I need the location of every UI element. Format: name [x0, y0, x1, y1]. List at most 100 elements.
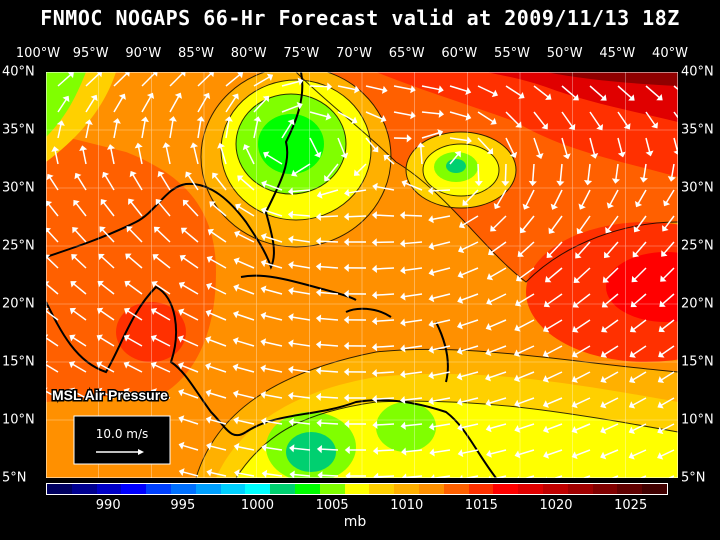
wind-arrowhead-icon: [146, 92, 155, 100]
pressure-band-1023: [546, 72, 678, 86]
wind-arrowhead-icon: [656, 94, 663, 101]
wind-vector: [239, 177, 255, 191]
wind-vector: [100, 283, 115, 295]
wind-arrowhead-icon: [46, 200, 53, 207]
wind-vector: [253, 120, 259, 139]
wind-vector: [236, 313, 255, 321]
wind-vector: [181, 391, 199, 399]
wind-vector: [662, 267, 675, 280]
wind-arrowhead-icon: [659, 300, 666, 307]
wind-vector: [154, 310, 171, 321]
wind-vector: [181, 337, 199, 347]
wind-vector: [110, 148, 115, 165]
wind-vector: [546, 293, 563, 305]
wind-vector: [46, 283, 59, 295]
wind-vector: [292, 290, 311, 295]
wind-vector: [477, 85, 495, 95]
wind-arrowhead-icon: [124, 280, 131, 288]
wind-arrowhead-icon: [514, 450, 521, 459]
wind-vector: [603, 449, 619, 457]
wind-arrowhead-icon: [583, 179, 593, 186]
wind-vector: [236, 393, 255, 399]
wind-arrowhead-icon: [571, 451, 578, 460]
colorbar-swatch: [319, 484, 345, 494]
wind-arrowhead-icon: [490, 225, 497, 232]
wind-arrowhead-icon: [550, 203, 559, 210]
wind-arrowhead-icon: [661, 250, 668, 257]
wind-arrowhead-icon: [645, 150, 654, 157]
wind-vector: [489, 397, 507, 404]
wind-vector: [575, 449, 591, 457]
wind-vector: [490, 267, 507, 278]
wind-vector: [576, 267, 591, 281]
wind-arrowhead-icon: [125, 253, 132, 260]
wind-vector: [633, 293, 647, 305]
wind-vector: [603, 423, 619, 432]
wind-arrowhead-icon: [528, 180, 537, 187]
wind-vector: [214, 175, 227, 191]
wind-vector: [264, 209, 283, 217]
wind-arrowhead-icon: [260, 311, 267, 320]
wind-vector: [208, 365, 227, 373]
colorbar-swatch: [418, 484, 444, 494]
wind-vector: [432, 345, 451, 351]
wind-vector: [660, 423, 675, 432]
wind-arrowhead-icon: [123, 334, 131, 342]
wind-arrowhead-icon: [571, 375, 578, 383]
wind-vector: [643, 163, 647, 179]
longitude-label: 45°W: [599, 46, 636, 61]
wind-vector: [665, 189, 675, 204]
wind-arrowhead-icon: [602, 276, 610, 283]
wind-vector: [589, 85, 604, 99]
wind-arrowhead-icon: [343, 341, 349, 350]
wind-vector: [433, 449, 451, 454]
wind-arrowhead-icon: [178, 415, 185, 424]
wind-arrowhead-icon: [429, 448, 435, 457]
wind-vector: [420, 146, 423, 165]
wind-vector: [432, 267, 451, 274]
wind-vector: [47, 230, 59, 243]
wind-arrowhead-icon: [343, 315, 349, 324]
wind-vector: [575, 397, 591, 406]
wind-vector: [292, 421, 311, 425]
wind-vector: [264, 183, 283, 191]
wind-arrowhead-icon: [485, 323, 492, 331]
wind-arrowhead-icon: [571, 400, 578, 409]
wind-arrowhead-icon: [157, 171, 165, 178]
wind-arrowhead-icon: [288, 287, 294, 296]
wind-arrowhead-icon: [372, 446, 378, 455]
wind-vector: [154, 391, 171, 399]
wind-arrowhead-icon: [185, 171, 192, 178]
wind-vector: [99, 310, 115, 321]
wind-arrowhead-icon: [399, 239, 406, 248]
wind-arrowhead-icon: [633, 225, 641, 233]
wind-arrowhead-icon: [371, 394, 378, 404]
wind-arrowhead-icon: [427, 186, 433, 195]
wind-vector: [404, 423, 423, 427]
wind-vector: [546, 397, 563, 406]
wind-arrowhead-icon: [233, 442, 240, 451]
wind-vector: [49, 176, 59, 191]
wind-vector: [292, 395, 311, 399]
wind-vector: [375, 214, 395, 217]
wind-arrowhead-icon: [400, 266, 406, 275]
wind-vector: [673, 85, 678, 91]
wind-vector: [432, 215, 451, 221]
wind-vector: [292, 316, 311, 321]
wind-vector: [347, 215, 367, 218]
wind-arrowhead-icon: [639, 177, 648, 183]
wind-arrowhead-icon: [205, 389, 212, 398]
wind-arrowhead-icon: [72, 226, 79, 234]
colorbar-swatch: [642, 484, 667, 494]
wind-vector: [421, 111, 440, 115]
wind-arrowhead-icon: [262, 95, 270, 103]
wind-arrowhead-icon: [596, 123, 604, 131]
wind-vector: [265, 446, 283, 451]
wind-vector: [85, 97, 96, 113]
wind-vector: [404, 319, 423, 324]
colorbar-unit: mb: [343, 514, 367, 530]
wind-vector: [393, 85, 412, 91]
wind-vector: [421, 85, 440, 91]
latitude-label: 30°N: [2, 180, 35, 196]
wind-vector: [661, 319, 675, 330]
